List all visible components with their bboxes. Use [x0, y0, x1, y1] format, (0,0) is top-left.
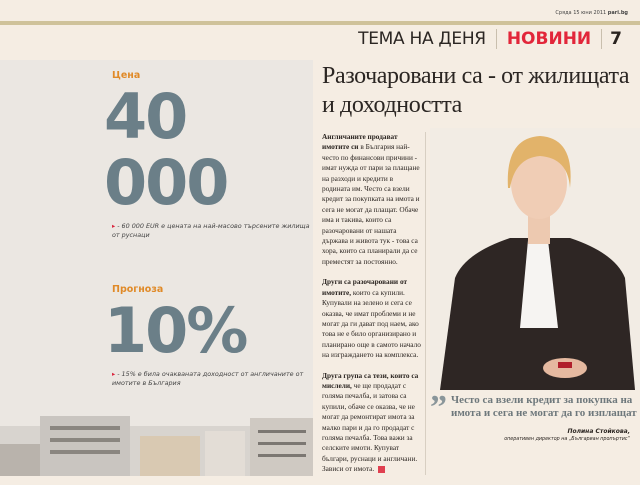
forecast-note: ▸ - 15% е била очакваната доходност от ан… — [112, 370, 312, 388]
price-note-text: - 60 000 EUR е цената на най-масово търс… — [112, 222, 310, 239]
pull-quote: ” Често са взели кредит за покупка на имо… — [430, 389, 638, 426]
quote-mark-icon: ” — [430, 389, 447, 426]
end-mark-icon — [378, 466, 386, 474]
dateline: Сряда 15 юни 2011 pari.bg — [555, 10, 628, 17]
quote-attribution: Полина Стойкова, оперативен директор на … — [430, 428, 640, 443]
paragraph-text: в България най-често по финансови причин… — [322, 142, 420, 266]
facts-sidebar: Цена 40 000 ▸ - 60 000 EUR е цената на на… — [0, 60, 313, 476]
paragraph-lead: Друга група са тези, които са мислели, — [322, 370, 419, 390]
header-band — [0, 21, 640, 25]
paragraph-lead: Англичаните продават имотите си — [322, 132, 398, 152]
article-body: Англичаните продават имотите си в Българ… — [322, 132, 426, 475]
page-number: 7 — [610, 29, 622, 49]
portrait-photo — [430, 128, 640, 390]
triangle-icon: ▸ — [112, 370, 116, 378]
paragraph: Друга група са тези, които са мислели, ч… — [322, 371, 422, 475]
site: pari.bg — [607, 10, 628, 16]
price-label: Цена — [112, 70, 141, 81]
rubric: НОВИНИ — [497, 29, 603, 49]
article: Разочаровани са - от жилищата и доходнос… — [322, 62, 630, 485]
date: Сряда 15 юни 2011 — [555, 10, 607, 16]
paragraph-text: които са купили. Купували на зелено и се… — [322, 287, 421, 360]
headline: Разочаровани са - от жилищата и доходнос… — [322, 63, 630, 118]
price-note: ▸ - 60 000 EUR е цената на най-масово тър… — [112, 222, 312, 240]
paragraph-lead: Други са разочаровани от имотите, — [322, 277, 408, 297]
forecast-value: 10% — [104, 294, 248, 367]
photo-quote-column: ” Често са взели кредит за покупка на имо… — [430, 128, 640, 443]
buildings-photo — [0, 416, 313, 476]
triangle-icon: ▸ — [112, 222, 116, 230]
price-value: 40 000 — [104, 80, 229, 219]
quote-author: Полина Стойкова, — [567, 428, 630, 435]
quote-text: Често са взели кредит за покупка на имот… — [451, 394, 637, 419]
paragraph-text: че ще продадат с голяма печалба, и затов… — [322, 380, 418, 474]
section-title: ТЕМА НА ДЕНЯ — [358, 29, 497, 49]
forecast-note-text: - 15% е била очакваната доходност от анг… — [112, 370, 304, 387]
paragraph: Други са разочаровани от имотите, които … — [322, 277, 422, 360]
spacer — [104, 240, 313, 284]
quote-role: оперативен директор на „Българиан пропър… — [504, 437, 630, 442]
paragraph: Англичаните продават имотите си в Българ… — [322, 132, 422, 267]
page-header: ТЕМА НА ДЕНЯ НОВИНИ 7 — [358, 27, 630, 51]
forecast-label: Прогноза — [112, 284, 164, 295]
